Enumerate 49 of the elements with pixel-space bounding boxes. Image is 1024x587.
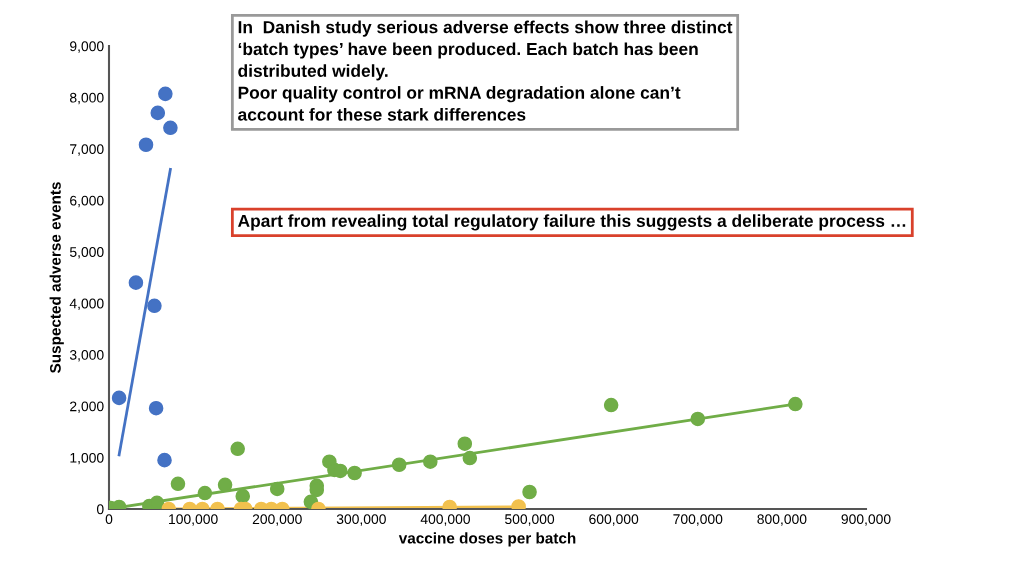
point <box>269 481 285 497</box>
point <box>111 390 127 406</box>
y-tick-label: 9,000 <box>70 41 104 53</box>
point <box>128 275 144 290</box>
y-axis-title: Suspected adverse events <box>49 182 64 374</box>
x-axis-title: vaccine doses per batch <box>398 532 576 547</box>
annotation: Apart from revealing total regulatory failure this suggests a deliberate process … <box>238 214 906 231</box>
y-tick-label: 5,000 <box>69 247 104 259</box>
point <box>457 436 473 451</box>
x-tick-label: 900,000 <box>841 514 891 526</box>
point <box>235 488 251 504</box>
point <box>788 396 803 412</box>
point <box>603 397 619 413</box>
y-tick-label: 2,000 <box>70 401 104 413</box>
y-tick-label: 6,000 <box>70 195 104 208</box>
point <box>690 411 706 427</box>
x-tick-label: 100,000 <box>169 514 218 526</box>
point <box>170 476 186 492</box>
annotation: In Danish study serious adverse effects show three distinct ‘batch types’ have been produced. Each batch has been distributed widely. Poor quality control or mRNA degradation alone can’t account for these stark differences <box>238 20 733 121</box>
x-tick-label: 200,000 <box>252 514 302 526</box>
x-tick-label: 800,000 <box>757 514 807 526</box>
point <box>149 495 165 509</box>
x-tick-label: 700,000 <box>673 514 723 526</box>
point <box>522 484 537 500</box>
point <box>163 120 178 136</box>
point <box>423 454 438 469</box>
y-tick-label: 3,000 <box>69 350 104 362</box>
point <box>158 86 173 102</box>
y-tick-label: 4,000 <box>69 298 104 311</box>
point <box>230 441 245 457</box>
point <box>157 452 172 468</box>
point <box>148 400 164 416</box>
point <box>217 477 233 493</box>
point <box>391 457 407 473</box>
point <box>347 465 362 481</box>
x-tick-label: 600,000 <box>589 514 639 526</box>
point <box>150 105 166 121</box>
x-tick-label: 0 <box>105 514 113 525</box>
point <box>138 137 154 153</box>
y-tick-label: 0 <box>96 504 104 515</box>
x-tick-label: 400,000 <box>420 514 471 526</box>
x-tick-label: 500,000 <box>505 514 555 526</box>
point <box>462 450 478 466</box>
y-tick-label: 8,000 <box>69 92 104 105</box>
y-tick-label: 1,000 <box>70 452 104 465</box>
point <box>197 485 213 501</box>
point <box>147 298 162 314</box>
y-tick-label: 7,000 <box>70 144 104 156</box>
x-tick-label: 300,000 <box>336 514 386 526</box>
